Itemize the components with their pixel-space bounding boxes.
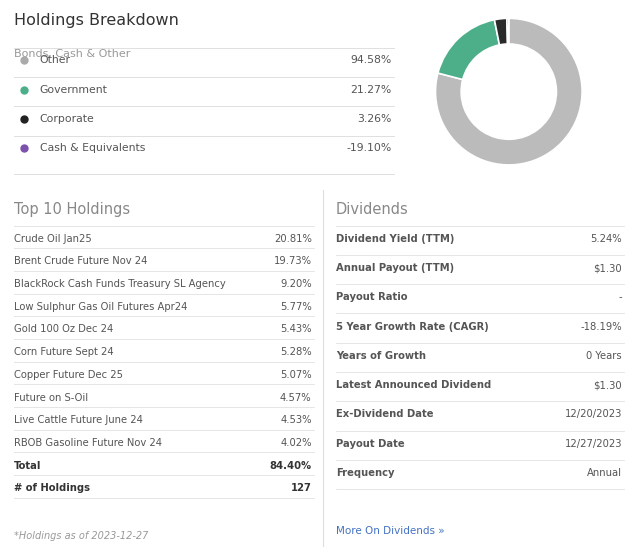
Text: Corn Future Sept 24: Corn Future Sept 24: [14, 347, 114, 357]
Text: 94.58%: 94.58%: [351, 55, 392, 66]
Text: Ex-Dividend Date: Ex-Dividend Date: [336, 410, 433, 420]
Text: Payout Ratio: Payout Ratio: [336, 292, 408, 302]
Text: -19.10%: -19.10%: [346, 143, 392, 153]
Text: Total: Total: [14, 461, 42, 470]
Text: Holdings Breakdown: Holdings Breakdown: [14, 13, 179, 28]
Text: 5.24%: 5.24%: [591, 234, 622, 244]
Text: BlackRock Cash Funds Treasury SL Agency: BlackRock Cash Funds Treasury SL Agency: [14, 279, 226, 289]
Text: 20.81%: 20.81%: [274, 234, 312, 244]
Wedge shape: [435, 18, 582, 165]
Text: 3.26%: 3.26%: [357, 114, 392, 124]
Text: 84.40%: 84.40%: [269, 461, 312, 470]
Text: 21.27%: 21.27%: [351, 85, 392, 95]
Text: Annual: Annual: [587, 468, 622, 478]
Text: 9.20%: 9.20%: [280, 279, 312, 289]
Wedge shape: [507, 18, 509, 44]
Text: 4.57%: 4.57%: [280, 393, 312, 403]
Wedge shape: [438, 20, 499, 79]
Text: Cash & Equivalents: Cash & Equivalents: [40, 143, 145, 153]
Text: 0 Years: 0 Years: [586, 351, 622, 361]
Text: More On Dividends »: More On Dividends »: [336, 526, 445, 536]
Text: Payout Date: Payout Date: [336, 439, 404, 449]
Text: Live Cattle Future June 24: Live Cattle Future June 24: [14, 415, 143, 425]
Text: # of Holdings: # of Holdings: [14, 483, 90, 493]
Text: $1.30: $1.30: [593, 263, 622, 273]
Text: Copper Future Dec 25: Copper Future Dec 25: [14, 370, 123, 380]
Text: 5.28%: 5.28%: [280, 347, 312, 357]
Text: Dividend Yield (TTM): Dividend Yield (TTM): [336, 234, 454, 244]
Text: $1.30: $1.30: [593, 380, 622, 390]
Text: Other: Other: [40, 55, 70, 66]
Text: Future on S-Oil: Future on S-Oil: [14, 393, 88, 403]
Text: Frequency: Frequency: [336, 468, 394, 478]
Wedge shape: [495, 19, 508, 45]
Text: -18.19%: -18.19%: [580, 322, 622, 331]
Text: Brent Crude Future Nov 24: Brent Crude Future Nov 24: [14, 257, 147, 266]
Text: Bonds, Cash & Other: Bonds, Cash & Other: [14, 49, 131, 60]
Text: Annual Payout (TTM): Annual Payout (TTM): [336, 263, 454, 273]
Text: 4.53%: 4.53%: [280, 415, 312, 425]
Text: 5.43%: 5.43%: [280, 324, 312, 334]
Text: 4.02%: 4.02%: [280, 438, 312, 448]
Text: Gold 100 Oz Dec 24: Gold 100 Oz Dec 24: [14, 324, 113, 334]
Text: Crude Oil Jan25: Crude Oil Jan25: [14, 234, 92, 244]
Text: Government: Government: [40, 85, 108, 95]
Text: *Holdings as of 2023-12-27: *Holdings as of 2023-12-27: [14, 531, 148, 540]
Text: -: -: [618, 292, 622, 302]
Text: Latest Announced Dividend: Latest Announced Dividend: [336, 380, 492, 390]
Text: RBOB Gasoline Future Nov 24: RBOB Gasoline Future Nov 24: [14, 438, 162, 448]
Text: 5.77%: 5.77%: [280, 302, 312, 312]
Text: 5.07%: 5.07%: [280, 370, 312, 380]
Text: Years of Growth: Years of Growth: [336, 351, 426, 361]
Text: 12/20/2023: 12/20/2023: [564, 410, 622, 420]
Text: 19.73%: 19.73%: [274, 257, 312, 266]
Text: 5 Year Growth Rate (CAGR): 5 Year Growth Rate (CAGR): [336, 322, 489, 331]
Text: Top 10 Holdings: Top 10 Holdings: [14, 202, 130, 217]
Text: Low Sulphur Gas Oil Futures Apr24: Low Sulphur Gas Oil Futures Apr24: [14, 302, 188, 312]
Text: 12/27/2023: 12/27/2023: [564, 439, 622, 449]
Text: 127: 127: [291, 483, 312, 493]
Text: Dividends: Dividends: [336, 202, 409, 217]
Text: Corporate: Corporate: [40, 114, 95, 124]
